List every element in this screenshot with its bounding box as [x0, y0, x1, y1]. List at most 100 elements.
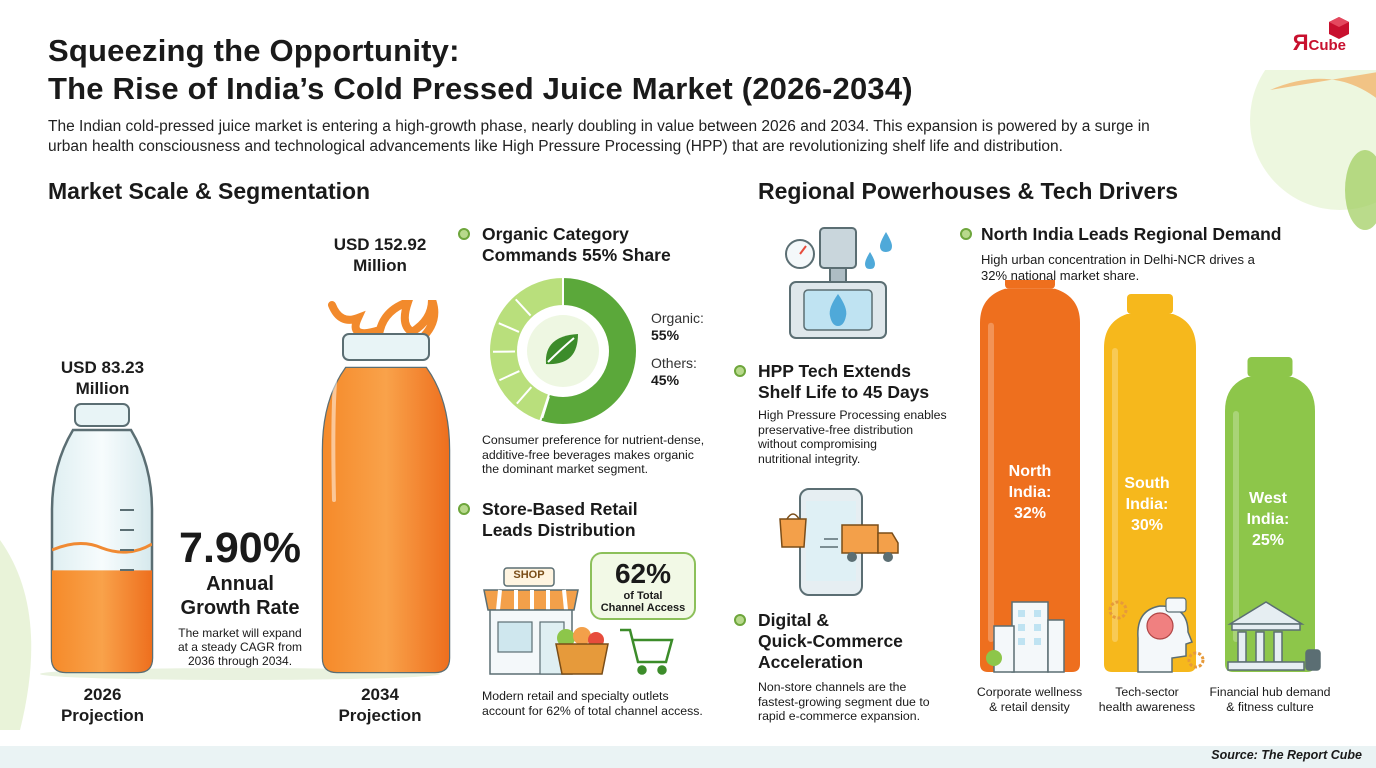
bottle-2026-year: 2026	[83, 685, 122, 704]
cagr-value: 7.90%	[179, 524, 301, 572]
region-south-label: South India: 30%	[1107, 473, 1187, 536]
organic-description: Consumer preference for nutrient-dense, …	[482, 433, 732, 477]
bottle-2026-value-line2: Million	[75, 379, 130, 398]
region-north-label: North India: 32%	[990, 461, 1070, 524]
intro-line-1: The Indian cold-pressed juice market is …	[48, 118, 1150, 135]
region-bottle-south-shine	[1112, 348, 1118, 642]
juice-splash	[328, 300, 439, 344]
others-legend-label: Others:	[651, 355, 697, 371]
others-legend: Others: 45%	[651, 355, 697, 389]
region-west-label: West India: 25%	[1228, 488, 1308, 551]
cube-icon	[1329, 17, 1349, 39]
organic-heading: Organic Category Commands 55% Share	[482, 224, 671, 266]
lime-segment-line	[514, 298, 532, 317]
cagr-label: Annual Growth Rate	[165, 572, 315, 620]
cagr-desc-line1: The market will expand	[178, 626, 302, 640]
region-north-name: North	[1008, 463, 1052, 480]
organic-bullet-icon	[458, 228, 470, 240]
bottle-2026-juice-fill	[52, 570, 152, 672]
shopping-cart-icon	[620, 628, 674, 675]
digital-heading-line1: Digital &	[758, 610, 829, 630]
bottle-2034-year: 2034	[361, 685, 399, 704]
region-bottle-north-cap	[1005, 280, 1055, 289]
digital-heading-line2: Quick-Commerce	[758, 631, 903, 651]
organic-donut-chart	[488, 275, 638, 426]
retail-heading-line1: Store-Based Retail	[482, 499, 638, 519]
bottle-2034-value-line2: Million	[353, 256, 407, 275]
bottle-2026	[50, 403, 154, 674]
title-line-1: Squeezing the Opportunity:	[48, 33, 460, 68]
retail-heading: Store-Based Retail Leads Distribution	[482, 499, 638, 541]
region-bottle-south	[1104, 294, 1196, 672]
organic-desc-line1: Consumer preference for nutrient-dense,	[482, 433, 705, 447]
region-west-cap2: & fitness culture	[1226, 700, 1314, 714]
retail-description: Modern retail and specialty outlets acco…	[482, 689, 742, 718]
bottle-2026-caption: 2026 Projection	[40, 684, 165, 726]
organic-legend: Organic: 55%	[651, 310, 704, 344]
intro-line-2: urban health consciousness and technolog…	[48, 138, 1063, 155]
region-bottle-north	[980, 280, 1080, 672]
organic-desc-line2: additive-free beverages makes organic	[482, 447, 694, 462]
region-north-share: 32%	[1013, 505, 1047, 522]
hpp-desc-line3: without compromising	[758, 437, 877, 451]
fruit-basket-icon	[555, 627, 609, 675]
bottle-2034-value-line1: USD 152.92	[333, 235, 427, 254]
hpp-bullet-icon	[734, 365, 746, 377]
channel-access-pct: 62%	[614, 558, 672, 589]
bank-building-icon	[1227, 601, 1321, 671]
intro-paragraph: The Indian cold-pressed juice market is …	[48, 117, 1228, 157]
source-credit: Source: The Report Cube	[1211, 748, 1362, 762]
lime-segment-line	[498, 322, 520, 333]
region-west-name: West	[1249, 490, 1287, 507]
digital-desc-line1: Non-store channels are the	[758, 680, 907, 694]
region-south-share: 30%	[1130, 517, 1164, 534]
region-south-caption: Tech-sector health awareness	[1082, 685, 1212, 715]
channel-access-line1: of Total	[623, 590, 663, 602]
hpp-heading-line2: Shelf Life to 45 Days	[758, 382, 930, 402]
regional-bottles-chart	[980, 280, 1321, 673]
region-west-country: India:	[1246, 511, 1290, 528]
region-north-cap1: Corporate wellness	[976, 685, 1083, 699]
lime-segment-line	[541, 396, 550, 419]
region-south-cap1: Tech-sector	[1115, 685, 1179, 699]
lime-segment-line	[498, 370, 520, 382]
region-bottle-north-shine	[988, 322, 994, 642]
leaf-icon	[545, 334, 578, 365]
footer-bar	[0, 746, 1376, 768]
cagr-label-line2: Growth Rate	[180, 597, 300, 619]
region-south-country: India:	[1125, 496, 1169, 513]
channel-access-line2: Channel Access	[600, 602, 686, 614]
retail-bullet-icon	[458, 503, 470, 515]
organic-heading-line2: Commands 55% Share	[482, 245, 671, 265]
hpp-desc-line4: nutritional integrity.	[758, 451, 861, 466]
organic-legend-label: Organic:	[651, 310, 704, 326]
hpp-heading-line1: HPP Tech Extends	[758, 361, 912, 381]
north-bullet-icon	[960, 228, 972, 240]
region-west-cap1: Financial hub demand	[1209, 685, 1331, 699]
cagr-desc-line2: at a steady CAGR from	[177, 640, 303, 654]
shop-sign: SHOP	[513, 569, 545, 581]
brand-logo-name: Cube	[1308, 37, 1347, 54]
city-buildings-icon	[986, 601, 1065, 673]
brain-gears-icon	[1108, 597, 1205, 673]
bottle-2026-value: USD 83.23 Million	[40, 357, 165, 399]
others-legend-value: 45%	[651, 372, 680, 388]
retail-desc-line2: account for 62% of total channel access.	[482, 703, 703, 718]
bottles-chart	[40, 300, 451, 680]
shop-illustration	[483, 567, 674, 675]
digital-desc-line3: rapid e-commerce expansion.	[758, 709, 920, 723]
region-north-caption: Corporate wellness & retail density	[962, 685, 1097, 715]
bottle-2026-projection: Projection	[60, 706, 145, 725]
retail-desc-line1: Modern retail and specialty outlets	[482, 689, 669, 703]
region-west-caption: Financial hub demand & fitness culture	[1200, 685, 1340, 715]
region-bottle-north-body	[980, 288, 1080, 672]
organic-desc-line3: the dominant market segment.	[482, 462, 649, 476]
decorative-leaf-bottom-left	[0, 540, 32, 730]
region-bottle-west-cap	[1247, 357, 1293, 377]
section-heading-regional: Regional Powerhouses & Tech Drivers	[758, 178, 1179, 204]
organic-legend-value: 55%	[651, 327, 680, 343]
storefront-icon	[483, 567, 579, 675]
hpp-description: High Pressure Processing enables preserv…	[758, 408, 958, 466]
hpp-machine-icon	[785, 227, 892, 339]
hpp-desc-line2: preservative-free distribution	[758, 422, 914, 437]
